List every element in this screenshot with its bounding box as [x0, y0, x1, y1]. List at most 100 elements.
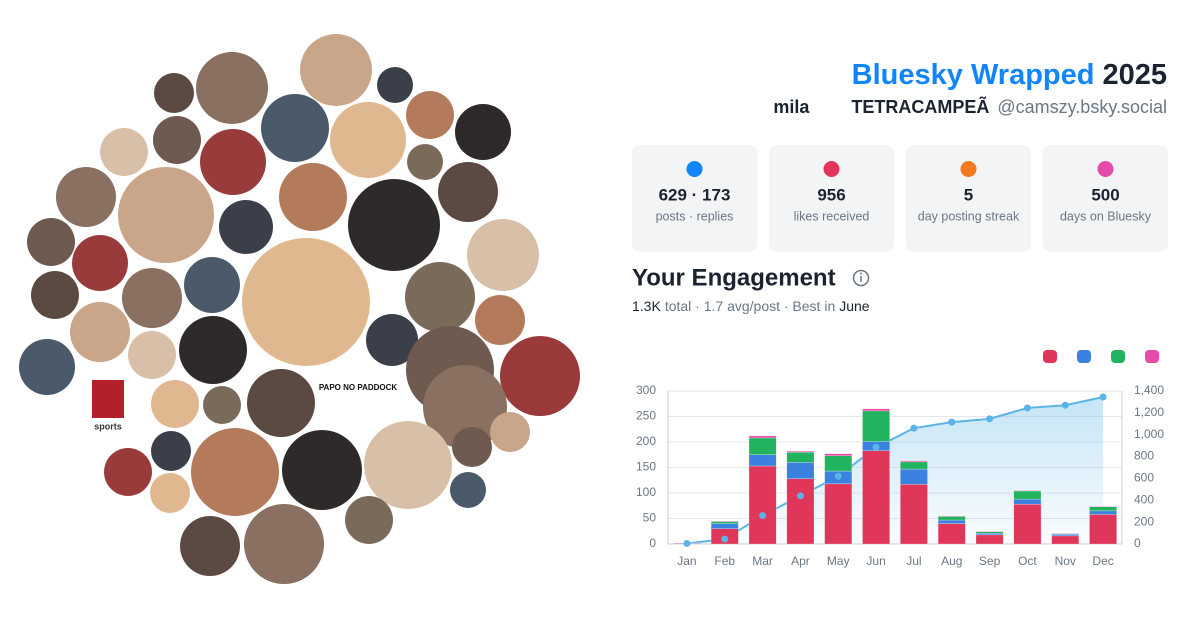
- y-tick-label: 300: [636, 383, 656, 397]
- cumulative-point: [872, 443, 880, 451]
- stat-card: [769, 145, 894, 252]
- cumulative-point: [1023, 404, 1031, 412]
- chart-title: Your Engagement: [632, 264, 836, 291]
- cumulative-point: [986, 415, 994, 423]
- bar-segment: [1089, 506, 1117, 512]
- bar-segment: [937, 515, 966, 517]
- avatar: [179, 316, 247, 384]
- x-tick-label: Sep: [979, 554, 1001, 568]
- stat-label: days on Bluesky: [1060, 209, 1152, 223]
- stat-label: posts · replies: [656, 209, 734, 223]
- title: Bluesky Wrapped: [852, 59, 1095, 91]
- avatar: [242, 238, 370, 366]
- y-tick-label: 0: [649, 536, 656, 550]
- handle: @camszy.bsky.social: [997, 97, 1167, 117]
- avatar-logo: [92, 380, 124, 418]
- bar-segment: [862, 408, 890, 412]
- avatar: [423, 365, 507, 449]
- bar-segment: [975, 534, 1004, 545]
- x-tick-label: Mar: [752, 554, 773, 568]
- y2-tick-label: 600: [1134, 471, 1154, 485]
- avatar: [196, 52, 268, 124]
- avatar: [180, 516, 240, 576]
- wrapped-title: Bluesky Wrapped 2025: [852, 59, 1167, 91]
- stat-label: day posting streak: [918, 209, 1020, 223]
- bar-segment: [824, 455, 853, 472]
- avatar: [282, 430, 362, 510]
- avatar: [203, 386, 241, 424]
- y-tick-label: 50: [643, 511, 657, 525]
- legend-icon[interactable]: [1145, 350, 1159, 363]
- legend-icon[interactable]: [1077, 350, 1091, 363]
- avatar: [300, 34, 372, 106]
- cumulative-point: [910, 424, 918, 432]
- bar-segment: [1013, 503, 1042, 545]
- x-tick-label: Nov: [1055, 554, 1076, 568]
- engagement-chart: 0 50 100 150 200 250 300 0 200 400 600 800 1,000 1,20…: [636, 350, 1164, 568]
- x-tick-label: Apr: [791, 554, 810, 568]
- y2-tick-label: 200: [1134, 514, 1154, 528]
- avatar: [500, 336, 580, 416]
- avatar: [330, 102, 406, 178]
- bar-segment: [710, 523, 739, 529]
- y2-tick-label: 0: [1134, 536, 1141, 550]
- bar-segment: [710, 520, 739, 522]
- info-icon: [852, 269, 870, 287]
- stat-value: 629 · 173: [659, 185, 731, 204]
- avatar: [490, 412, 530, 452]
- avatar: [452, 427, 492, 467]
- stat-icon: [686, 161, 703, 177]
- avatar: [31, 271, 79, 319]
- avatar: [151, 380, 199, 428]
- avatar: [348, 179, 440, 271]
- cumulative-point: [721, 535, 729, 543]
- avatar: [27, 218, 75, 266]
- avatar-logo-text: PAPO NO PADDOCK: [319, 383, 398, 392]
- cumulative-point: [796, 492, 804, 500]
- year: 2025: [1102, 59, 1167, 91]
- x-tick-label: Dec: [1092, 554, 1113, 568]
- stat-icon: [960, 161, 977, 177]
- avatar: [450, 472, 486, 508]
- x-tick-label: Aug: [941, 554, 962, 568]
- y2-tick-label: 1,200: [1134, 405, 1164, 419]
- stat-cards: 629 · 173 posts · replies 956 likes receive…: [632, 145, 1168, 252]
- legend-icon[interactable]: [1043, 350, 1057, 363]
- cumulative-point: [948, 418, 956, 426]
- x-tick-label: Jun: [866, 554, 885, 568]
- avatar: [377, 67, 413, 103]
- bar-segment: [862, 410, 890, 442]
- avatar: [104, 448, 152, 496]
- avatar: [366, 314, 418, 366]
- bar-segment: [975, 531, 1004, 533]
- avatar: [72, 235, 128, 291]
- cumulative-point: [759, 512, 767, 520]
- avatar: [128, 331, 176, 379]
- bar-segment: [1013, 498, 1042, 505]
- user-line: mila TETRACAMPEÃ @camszy.bsky.social: [773, 96, 1167, 117]
- y2-tick-label: 1,000: [1134, 427, 1164, 441]
- y-tick-label: 100: [636, 485, 656, 499]
- bar-segment: [900, 460, 928, 463]
- avatar: [200, 129, 266, 195]
- bar-segment: [786, 462, 815, 479]
- avatar: [406, 91, 454, 139]
- legend-icon[interactable]: [1111, 350, 1125, 363]
- avatar: [261, 94, 329, 162]
- avatar: [100, 128, 148, 176]
- bar-segment: [1089, 506, 1117, 508]
- avatar: [244, 504, 324, 584]
- y2-tick-label: 800: [1134, 449, 1154, 463]
- bar-segment: [1013, 490, 1042, 500]
- avatar: [118, 167, 214, 263]
- bar-segment: [786, 450, 815, 453]
- bar-segment: [937, 519, 966, 524]
- chart-subtitle: 1.3K total · 1.7 avg/post · Best in June: [632, 298, 870, 314]
- avatar: [467, 219, 539, 291]
- bar-segment: [900, 468, 928, 485]
- bar-segment: [862, 450, 890, 545]
- y-tick-label: 200: [636, 434, 656, 448]
- x-tick-label: Jul: [906, 554, 921, 568]
